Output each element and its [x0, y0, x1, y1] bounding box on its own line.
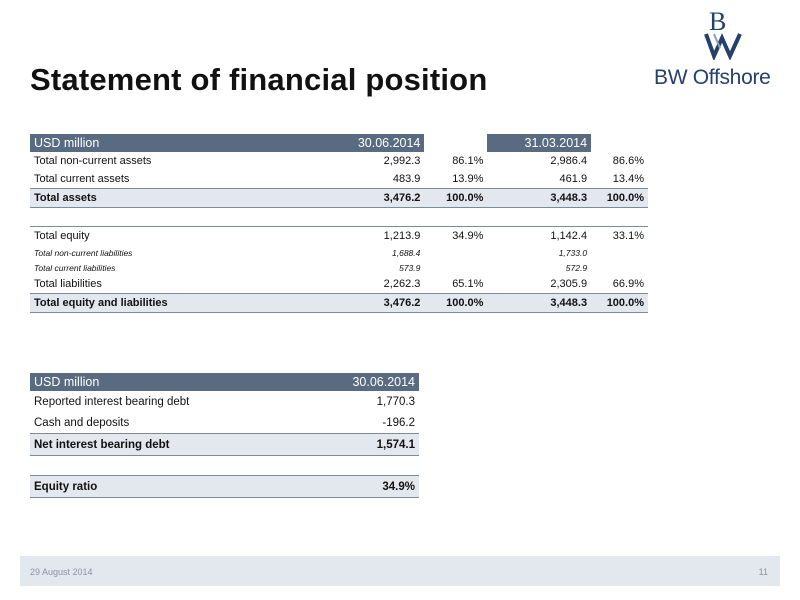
value-period-1: 573.9	[399, 262, 421, 273]
value-period-2: 461.9	[559, 173, 588, 185]
value-period-1: 1,574.1	[323, 433, 419, 456]
value-period-1: 3,476.2	[326, 293, 425, 313]
table-header: USD million 30.06.2014	[30, 373, 419, 391]
row-label: Equity ratio	[30, 475, 323, 498]
header-label: USD million	[30, 134, 327, 152]
value-period-1	[323, 455, 419, 476]
page-title: Statement of financial position	[30, 62, 488, 97]
percent-period-2	[591, 207, 648, 227]
percent-period-1: 86.1%	[452, 155, 484, 167]
row-label: Total equity	[34, 230, 90, 242]
percent-period-1	[424, 245, 487, 260]
percent-period-1	[424, 207, 488, 227]
percent-period-2	[591, 245, 648, 260]
company-logo: B BW Offshore	[652, 8, 782, 93]
percent-period-1: 65.1%	[452, 278, 484, 290]
percent-period-2: 86.6%	[612, 155, 644, 167]
table-row: Cash and deposits -196.2	[30, 412, 419, 434]
percent-period-2: 33.1%	[612, 230, 644, 242]
percent-period-1: 13.9%	[452, 173, 484, 185]
footer-date: 29 August 2014	[30, 567, 93, 577]
value-period-1: 1,213.9	[383, 230, 421, 242]
table-row: Total assets 3,476.2 100.0% 3,448.3 100.0%	[30, 188, 648, 208]
value-period-1: 2,992.3	[383, 155, 421, 167]
value-period-2: 2,986.4	[550, 155, 588, 167]
value-period-2: 3,448.3	[487, 188, 592, 208]
row-label: Net interest bearing debt	[30, 433, 323, 456]
percent-period-1: 100.0%	[424, 293, 488, 313]
table-row: Reported interest bearing debt 1,770.3	[30, 391, 419, 412]
table-row: Net interest bearing debt 1,574.1	[30, 433, 419, 456]
value-period-2: 3,448.3	[487, 293, 592, 313]
value-period-1	[326, 207, 425, 227]
table-row: Equity ratio 34.9%	[30, 475, 419, 498]
value-period-2: 1,733.0	[558, 247, 588, 258]
header-label: USD million	[30, 373, 323, 391]
svg-text:B: B	[709, 8, 726, 36]
value-period-2: 2,305.9	[550, 278, 588, 290]
value-period-2: 1,142.4	[550, 230, 588, 242]
value-period-2: 572.9	[565, 262, 588, 273]
row-label	[30, 207, 327, 227]
percent-period-2: 13.4%	[612, 173, 644, 185]
row-label: Total liabilities	[34, 278, 102, 290]
table-row: Total equity 1,213.9 34.9% 1,142.4 33.1%	[30, 227, 648, 246]
percent-period-1	[424, 260, 487, 275]
percent-period-1: 100.0%	[424, 188, 488, 208]
row-label	[30, 455, 323, 476]
value-period-1: -196.2	[382, 416, 415, 429]
net-debt-table: USD million 30.06.2014 Reported interest…	[30, 373, 419, 498]
footer-bar: 29 August 2014 11	[20, 556, 780, 586]
header-period-2: 31.03.2014	[487, 134, 592, 152]
row-label: Total non-current assets	[34, 155, 152, 167]
logo-text: BW Offshore	[654, 66, 771, 89]
page-number: 11	[758, 567, 768, 577]
table-row: Total non-current assets 2,992.3 86.1% 2,98…	[30, 152, 648, 170]
row-label: Cash and deposits	[34, 416, 130, 429]
row-label: Total assets	[30, 188, 327, 208]
table-row: Total equity and liabilities 3,476.2 100.0…	[30, 293, 648, 313]
bw-monogram-icon: B	[704, 8, 742, 60]
spacer-row	[30, 207, 648, 227]
row-label: Total non-current liabilities	[34, 247, 133, 258]
value-period-1: 483.9	[392, 173, 421, 185]
row-label: Reported interest bearing debt	[34, 395, 190, 408]
percent-period-2: 66.9%	[612, 278, 644, 290]
table-row: Total current assets 483.9 13.9% 461.9 13.4%	[30, 170, 648, 189]
table-header: USD million 30.06.2014 31.03.2014	[30, 134, 648, 152]
row-label: Total current liabilities	[34, 262, 116, 273]
header-period-1: 30.06.2014	[323, 373, 419, 391]
value-period-1: 3,476.2	[326, 188, 425, 208]
table-row: Total liabilities 2,262.3 65.1% 2,305.9 66.9…	[30, 275, 648, 294]
header-period-1: 30.06.2014	[326, 134, 425, 152]
financial-position-table: USD million 30.06.2014 31.03.2014 Total …	[30, 134, 648, 313]
value-period-2	[487, 207, 592, 227]
spacer-row	[30, 455, 419, 476]
value-period-1: 2,262.3	[383, 278, 421, 290]
percent-period-2: 100.0%	[591, 293, 648, 313]
percent-period-2: 100.0%	[591, 188, 648, 208]
value-period-1: 1,770.3	[376, 395, 415, 408]
value-period-1: 34.9%	[323, 475, 419, 498]
row-label: Total current assets	[34, 173, 130, 185]
table-row: Total non-current liabilities 1,688.4 1,73…	[30, 245, 648, 260]
percent-period-2	[591, 260, 648, 275]
percent-period-1: 34.9%	[452, 230, 484, 242]
table-row: Total current liabilities 573.9 572.9	[30, 260, 648, 275]
value-period-1: 1,688.4	[392, 247, 421, 258]
row-label: Total equity and liabilities	[30, 293, 327, 313]
